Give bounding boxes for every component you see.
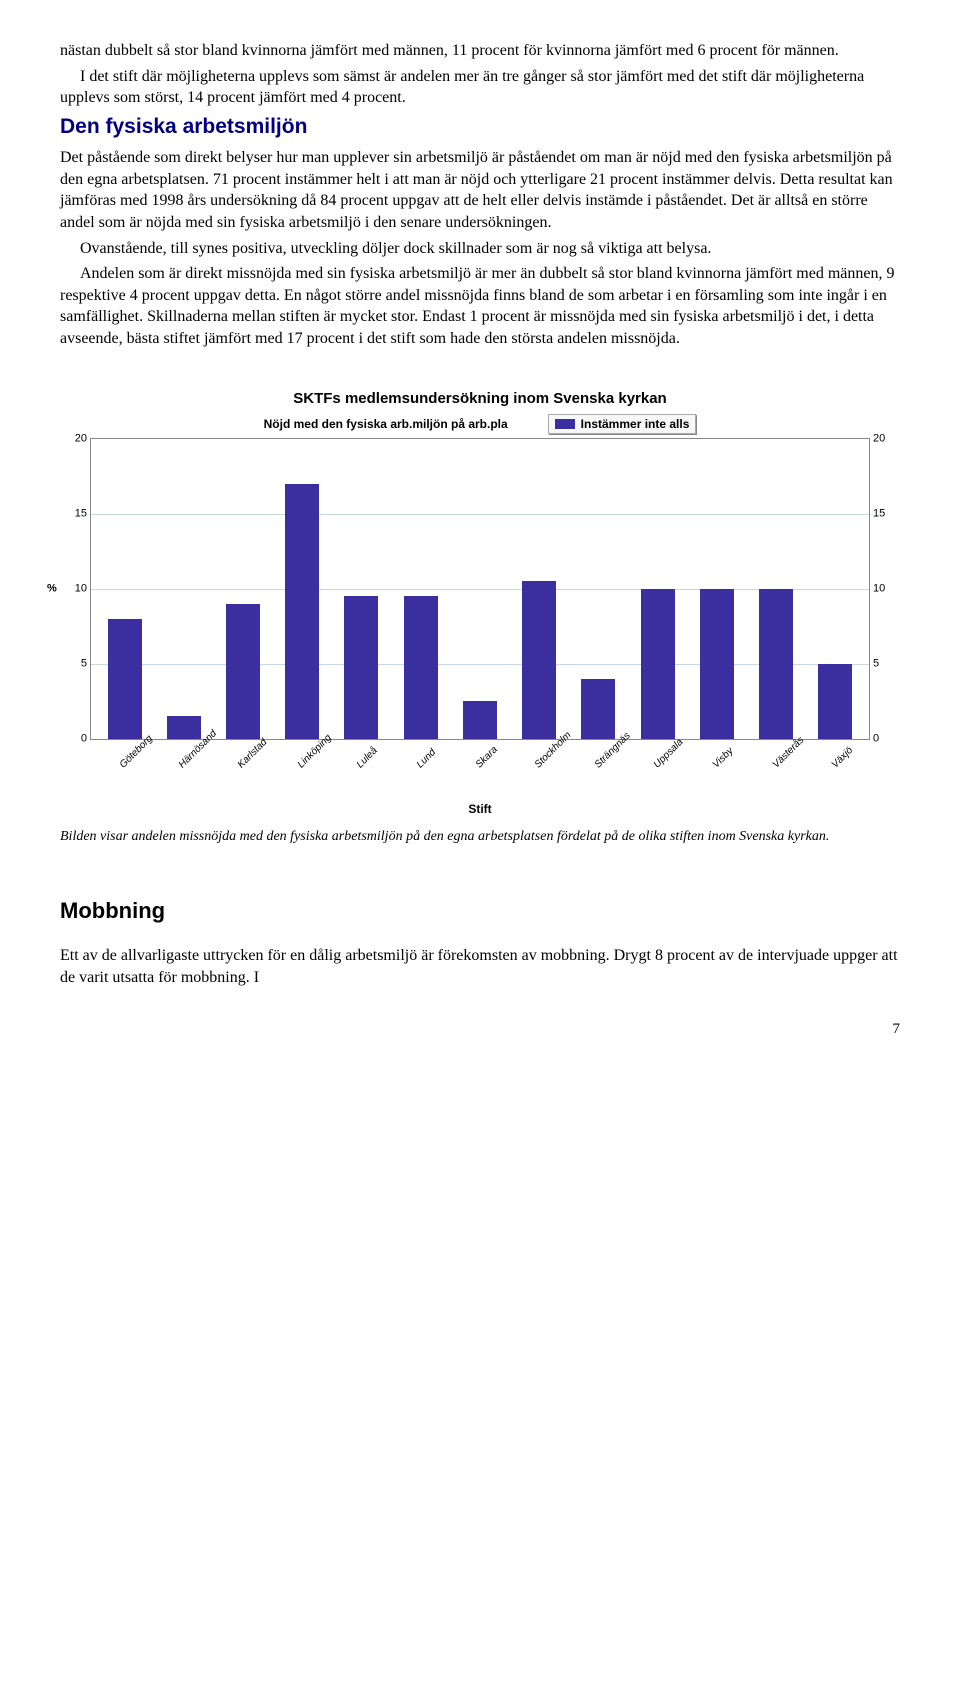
chart-plot-area: % 0055101015152020	[90, 438, 870, 740]
bar-visby	[700, 589, 734, 739]
x-label-linköping: Linköping	[295, 738, 329, 772]
bar-skara	[463, 701, 497, 739]
bar-strängnäs	[581, 679, 615, 739]
body-paragraph-3: Andelen som är direkt missnöjda med sin …	[60, 263, 900, 349]
chart-container: SKTFs medlemsundersökning inom Svenska k…	[60, 389, 900, 817]
x-label-visby: Visby	[710, 738, 744, 772]
y-tick-left: 0	[69, 731, 87, 746]
intro-paragraph-2: I det stift där möjligheterna upplevs so…	[60, 66, 900, 109]
bar-växjö	[818, 664, 852, 739]
bar-göteborg	[108, 619, 142, 739]
x-label-uppsala: Uppsala	[651, 738, 685, 772]
body-paragraph-2: Ovanstående, till synes positiva, utveck…	[60, 238, 900, 260]
intro-paragraph-1: nästan dubbelt så stor bland kvinnorna j…	[60, 40, 900, 62]
x-label-strängnäs: Strängnäs	[592, 738, 626, 772]
y-axis-label: %	[47, 581, 57, 596]
chart-subtitle-row: Nöjd med den fysiska arb.miljön på arb.p…	[60, 414, 900, 434]
y-tick-left: 20	[69, 431, 87, 446]
y-tick-right: 15	[873, 506, 891, 521]
x-label-skara: Skara	[473, 738, 507, 772]
chart-caption: Bilden visar andelen missnöjda med den f…	[60, 828, 900, 846]
section-heading-fysiska: Den fysiska arbetsmiljön	[60, 113, 900, 141]
x-axis-labels: GöteborgHärnösandKarlstadLinköpingLuleåL…	[90, 746, 870, 760]
y-tick-left: 5	[69, 656, 87, 671]
body-paragraph-1: Det påstående som direkt belyser hur man…	[60, 147, 900, 233]
chart-subtitle: Nöjd med den fysiska arb.miljön på arb.p…	[264, 416, 508, 432]
y-tick-right: 5	[873, 656, 891, 671]
x-label-luleå: Luleå	[354, 738, 388, 772]
y-tick-right: 10	[873, 581, 891, 596]
bar-linköping	[285, 484, 319, 739]
bar-västerås	[759, 589, 793, 739]
x-label-stockholm: Stockholm	[532, 738, 566, 772]
section-heading-mobbning: Mobbning	[60, 896, 900, 926]
bar-härnösand	[167, 716, 201, 739]
gridline	[91, 589, 869, 590]
chart-title: SKTFs medlemsundersökning inom Svenska k…	[60, 389, 900, 409]
bar-luleå	[344, 596, 378, 739]
chart-legend: Instämmer inte alls	[548, 414, 697, 434]
x-axis-title: Stift	[60, 801, 900, 817]
bar-stockholm	[522, 581, 556, 739]
x-label-göteborg: Göteborg	[117, 738, 151, 772]
y-tick-right: 20	[873, 431, 891, 446]
x-label-karlstad: Karlstad	[235, 738, 269, 772]
x-label-växjö: Växjö	[829, 738, 863, 772]
legend-label: Instämmer inte alls	[581, 416, 690, 432]
y-tick-right: 0	[873, 731, 891, 746]
x-label-härnösand: Härnösand	[176, 738, 210, 772]
legend-swatch-icon	[555, 419, 575, 429]
y-tick-left: 10	[69, 581, 87, 596]
x-label-lund: Lund	[414, 738, 448, 772]
bar-uppsala	[641, 589, 675, 739]
page-number: 7	[60, 1019, 900, 1039]
x-label-västerås: Västerås	[770, 738, 804, 772]
bar-karlstad	[226, 604, 260, 739]
bar-lund	[404, 596, 438, 739]
mobbning-paragraph-1: Ett av de allvarligaste uttrycken för en…	[60, 945, 900, 988]
gridline	[91, 664, 869, 665]
y-tick-left: 15	[69, 506, 87, 521]
gridline	[91, 514, 869, 515]
